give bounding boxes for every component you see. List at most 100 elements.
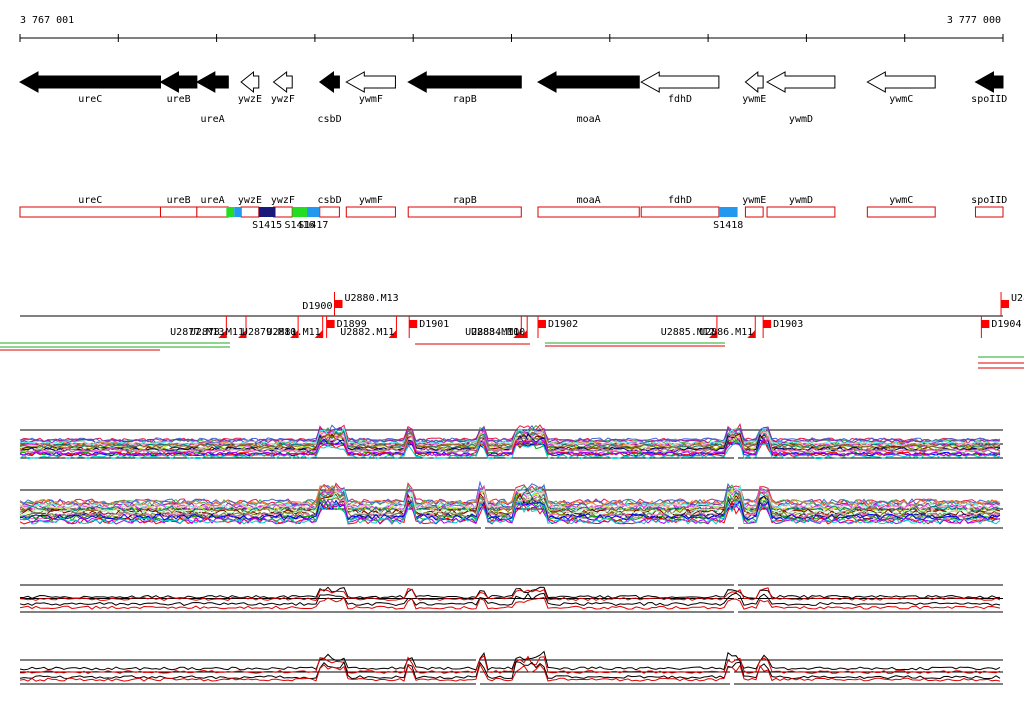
segment-S1417 [306,207,320,217]
feature-label-lower: D1899 [337,319,367,330]
feature-flag [238,330,247,338]
gene-arrow-fdhD [640,71,720,93]
feature-box [334,300,343,308]
feature-label-lower: D1902 [548,319,578,330]
segment-box-csbD [319,206,340,218]
gene-label-ureC: ureC [78,94,102,105]
gene-arrow-ywzE [240,70,260,94]
segment-fill [226,207,235,217]
feature-box [409,320,418,328]
signal-trace [19,437,1001,457]
segment-box-label-ywmE: ywmE [742,195,766,206]
feature-label-lower: U2882.M11 [340,327,394,338]
segment-box-rapB [407,206,522,218]
gene-label-rapB: rapB [453,94,477,105]
signal-trace [19,482,1001,506]
feature-box [326,320,335,328]
expression-track-pair-upper [19,582,1003,629]
expression-track-pair-lower [19,650,1003,701]
feature-label-lower: D1903 [773,319,803,330]
feature-flag [519,330,528,338]
signal-trace [19,663,1001,682]
feature-label-lower: U2884.M10 [471,327,525,338]
gene-label-ywmE: ywmE [742,94,766,105]
signal-trace [19,592,1001,607]
gene-arrow-moaA [536,71,640,93]
gene-label-ywzE: ywzE [238,94,262,105]
segment-box-ureC [19,206,161,218]
segment-label-S1418: S1418 [713,220,743,231]
track-gap [734,582,738,629]
feature-label-upper: D1900 [302,301,332,312]
feature-label-lower: D1904 [991,319,1021,330]
gene-arrow-ywmC [866,71,936,93]
signal-trace [19,425,1001,444]
segment-box-label-ureA: ureA [201,195,225,206]
feature-label-lower: U2878.M11 [190,327,244,338]
feature-label-lower: U2879.M10 [242,327,296,338]
gene-arrow-ywzF [272,70,293,94]
signal-trace [19,586,1001,600]
track-gap [734,427,738,475]
gene-arrow-csbD [318,71,340,93]
gene-arrow-ureC [18,71,161,93]
segment-fill [234,207,242,217]
segment-track: ureC ureB ureA ywzE ywzF csbD ywmF rapB moaA fdhD… [19,195,1007,231]
feature-label-upper: U2887.M [1011,293,1024,304]
feature-box [981,320,990,328]
segment-box-fdhD [640,206,720,218]
segment-box-spoIID [974,206,1004,218]
segment-box-ywzF [273,206,293,218]
segment-label-S1415: S1415 [252,220,282,231]
feature-box [1001,300,1010,308]
feature-box [537,320,546,328]
segment-box-ureA [196,206,229,218]
signal-trace [19,495,1001,520]
gene-label-ywmD: ywmD [789,114,813,125]
segment-box-ywmE [744,206,764,218]
gene-label-moaA: moaA [577,114,601,125]
signal-trace [19,587,1001,601]
segment-box-label-csbD: csbD [318,195,342,206]
signal-trace [19,429,1001,449]
segment-box-ureB [159,206,198,218]
track-gap [734,487,738,545]
feature-flag [218,330,227,338]
signal-trace [19,435,1001,454]
segment-S1418 [718,207,738,217]
segment-S1416 [292,207,307,217]
coordinate-ruler: 3 767 001 3 777 000 [19,15,1004,42]
feature-track: D1900U2880.M13U2887.MU2877.M13U2878.M11U… [0,292,1024,369]
feature-label-lower: U2881.M11 [267,327,321,338]
feature-flag [747,330,756,338]
signal-trace [19,501,1001,525]
signal-trace [19,440,1001,460]
feature-box [763,320,772,328]
gene-arrow-spoIID [974,71,1004,93]
feature-flag [708,330,717,338]
signal-trace [19,493,1001,520]
gene-arrow-ywmE [744,70,764,94]
gene-label-ywmF: ywmF [359,94,383,105]
track-gap [730,657,734,701]
gene-label-csbD: csbD [318,114,342,125]
segment-box-ywmD [766,206,836,218]
gene-arrow-rapB [407,71,522,93]
segment-label-S1416: S1416 [285,220,315,231]
feature-label-lower: U2885.M12 [661,327,715,338]
gene-arrow-ywmF [345,71,396,93]
feature-flag [388,330,397,338]
feature-label-upper: U2880.M13 [344,293,398,304]
gene-arrow-ureB [159,71,198,93]
signal-trace [20,654,1001,675]
signal-trace [19,484,1001,507]
segment-box-label-ywzE: ywzE [238,195,262,206]
segment-box-label-fdhD: fdhD [668,195,692,206]
segment-box-label-rapB: rapB [453,195,477,206]
feature-label-lower: U2877.M13 [170,327,224,338]
signal-trace [19,596,1001,610]
feature-label-lower: U2886.M11 [699,327,753,338]
signal-trace [19,487,1001,512]
segment-box-label-moaA: moaA [577,195,601,206]
